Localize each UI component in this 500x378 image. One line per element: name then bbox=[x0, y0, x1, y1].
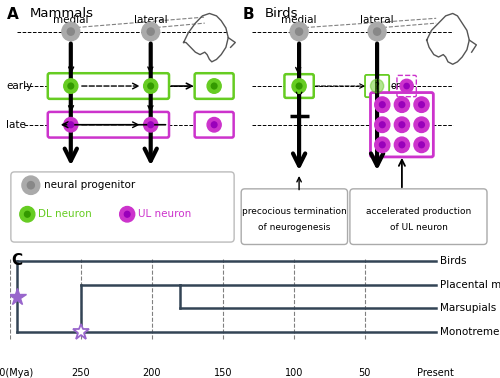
FancyBboxPatch shape bbox=[11, 172, 234, 242]
Circle shape bbox=[22, 176, 40, 194]
Text: medial: medial bbox=[282, 15, 317, 25]
Circle shape bbox=[394, 117, 409, 132]
Circle shape bbox=[394, 97, 409, 112]
Circle shape bbox=[148, 83, 154, 89]
Circle shape bbox=[399, 122, 404, 128]
Text: or: or bbox=[391, 81, 400, 91]
Text: ?: ? bbox=[374, 82, 380, 91]
Text: Mammals: Mammals bbox=[30, 8, 94, 20]
Circle shape bbox=[400, 79, 413, 93]
Circle shape bbox=[62, 22, 80, 41]
Text: C: C bbox=[12, 253, 22, 268]
Text: 200: 200 bbox=[142, 368, 161, 378]
Circle shape bbox=[24, 211, 30, 217]
Circle shape bbox=[147, 28, 154, 35]
Circle shape bbox=[120, 206, 134, 222]
Circle shape bbox=[380, 122, 385, 128]
Text: late: late bbox=[6, 120, 26, 130]
Circle shape bbox=[374, 28, 380, 35]
Circle shape bbox=[212, 83, 217, 89]
Circle shape bbox=[414, 97, 429, 112]
Circle shape bbox=[418, 102, 424, 108]
Text: Monotremes: Monotremes bbox=[440, 327, 500, 337]
Text: lateral: lateral bbox=[360, 15, 394, 25]
Text: accelerated production: accelerated production bbox=[366, 207, 471, 216]
Circle shape bbox=[399, 142, 404, 148]
Circle shape bbox=[399, 102, 404, 108]
Text: lateral: lateral bbox=[134, 15, 168, 25]
Circle shape bbox=[374, 97, 390, 112]
Circle shape bbox=[374, 137, 390, 153]
Circle shape bbox=[414, 137, 429, 153]
Circle shape bbox=[374, 117, 390, 132]
Circle shape bbox=[68, 83, 73, 89]
Circle shape bbox=[414, 117, 429, 132]
Circle shape bbox=[20, 206, 35, 222]
FancyBboxPatch shape bbox=[350, 189, 487, 245]
FancyBboxPatch shape bbox=[194, 112, 234, 138]
FancyBboxPatch shape bbox=[370, 93, 434, 157]
Circle shape bbox=[64, 79, 78, 93]
Text: 250: 250 bbox=[72, 368, 90, 378]
Text: 50: 50 bbox=[358, 368, 371, 378]
Text: 100: 100 bbox=[284, 368, 303, 378]
Circle shape bbox=[207, 118, 221, 132]
Text: DL neuron: DL neuron bbox=[38, 209, 92, 219]
Circle shape bbox=[68, 28, 74, 35]
Circle shape bbox=[380, 102, 385, 108]
Circle shape bbox=[292, 79, 306, 93]
Text: Placental mammals: Placental mammals bbox=[440, 280, 500, 290]
Text: Birds: Birds bbox=[440, 256, 466, 266]
Text: Marsupials: Marsupials bbox=[440, 303, 496, 313]
FancyBboxPatch shape bbox=[365, 75, 389, 97]
Circle shape bbox=[144, 79, 158, 93]
Circle shape bbox=[418, 142, 424, 148]
Text: neural progenitor: neural progenitor bbox=[44, 180, 135, 190]
Circle shape bbox=[368, 22, 386, 41]
Circle shape bbox=[296, 28, 302, 35]
Text: UL neuron: UL neuron bbox=[138, 209, 191, 219]
FancyBboxPatch shape bbox=[48, 112, 169, 138]
Text: 300(Mya): 300(Mya) bbox=[0, 368, 33, 378]
Text: medial: medial bbox=[53, 15, 88, 25]
Circle shape bbox=[68, 122, 73, 128]
Circle shape bbox=[404, 84, 409, 89]
Circle shape bbox=[207, 79, 221, 93]
Text: early: early bbox=[6, 81, 32, 91]
FancyBboxPatch shape bbox=[48, 73, 169, 99]
Circle shape bbox=[142, 22, 160, 41]
Text: precocious termination: precocious termination bbox=[242, 207, 346, 216]
Circle shape bbox=[212, 122, 217, 128]
Text: Birds: Birds bbox=[265, 8, 298, 20]
FancyBboxPatch shape bbox=[284, 74, 314, 98]
Text: B: B bbox=[242, 8, 254, 22]
Circle shape bbox=[418, 122, 424, 128]
FancyBboxPatch shape bbox=[194, 73, 234, 99]
Circle shape bbox=[394, 137, 409, 153]
Text: of neurogenesis: of neurogenesis bbox=[258, 223, 330, 232]
Circle shape bbox=[124, 211, 130, 217]
Text: A: A bbox=[8, 8, 19, 22]
Circle shape bbox=[370, 79, 384, 93]
Circle shape bbox=[64, 118, 78, 132]
Circle shape bbox=[290, 22, 308, 41]
Circle shape bbox=[144, 118, 158, 132]
Circle shape bbox=[28, 181, 34, 189]
Circle shape bbox=[296, 83, 302, 89]
Text: Present: Present bbox=[418, 368, 454, 378]
Text: 150: 150 bbox=[214, 368, 232, 378]
FancyBboxPatch shape bbox=[241, 189, 348, 245]
Circle shape bbox=[380, 142, 385, 148]
Circle shape bbox=[148, 122, 154, 128]
Text: of UL neuron: of UL neuron bbox=[390, 223, 448, 232]
